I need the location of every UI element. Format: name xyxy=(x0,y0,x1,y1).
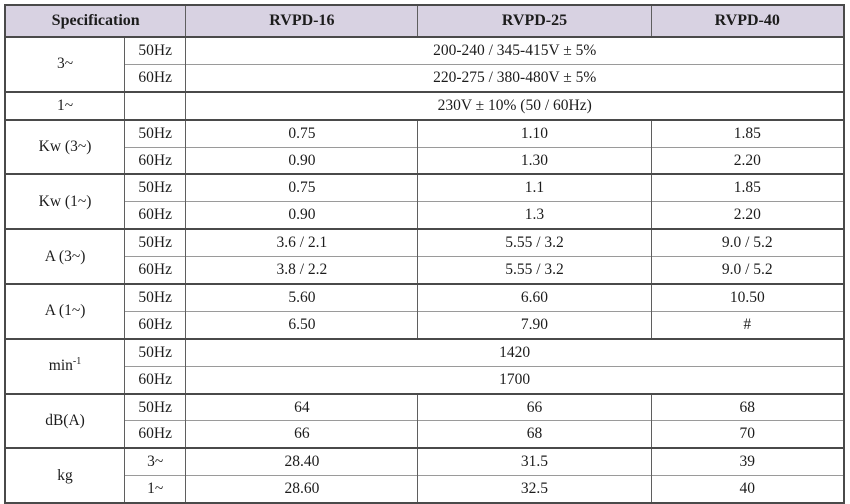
value-cell: 32.5 xyxy=(417,475,652,504)
value-cell: 5.55 / 3.2 xyxy=(417,228,652,257)
freq-cell: 50Hz xyxy=(124,173,186,202)
voltage-3ph-60hz: 220-275 / 380-480V ± 5% xyxy=(185,63,844,92)
header-row: Specification RVPD-16 RVPD-25 RVPD-40 xyxy=(5,5,844,38)
value-cell: 68 xyxy=(650,392,844,421)
spec-table: Specification RVPD-16 RVPD-25 RVPD-40 3~… xyxy=(4,4,845,504)
row-kg-3ph: kg 3~ 28.40 31.5 39 xyxy=(5,447,844,504)
value-cell: 0.90 xyxy=(185,146,418,175)
value-cell: 10.50 xyxy=(650,283,844,312)
value-cell: 6.60 xyxy=(417,283,652,312)
freq-cell: 50Hz xyxy=(124,228,186,257)
phase-cell: 1~ xyxy=(124,475,186,504)
value-cell: 9.0 / 5.2 xyxy=(650,256,844,285)
value-cell: 3.6 / 2.1 xyxy=(185,228,418,257)
freq-cell: 60Hz xyxy=(124,365,186,394)
freq-cell: 50Hz xyxy=(124,392,186,421)
value-cell: 0.75 xyxy=(185,118,418,148)
row-label-1ph: 1~ xyxy=(5,90,125,120)
row-1ph: 1~ 230V ± 10% (50 / 60Hz) xyxy=(5,90,844,120)
row-label-kw1: Kw (1~) xyxy=(5,173,125,230)
value-cell: 5.60 xyxy=(185,283,418,312)
value-cell: 1.85 xyxy=(650,118,844,148)
voltage-1ph: 230V ± 10% (50 / 60Hz) xyxy=(185,90,844,120)
value-cell: 1.3 xyxy=(417,201,652,230)
value-cell: 2.20 xyxy=(650,146,844,175)
freq-cell-empty xyxy=(124,90,186,120)
header-rvpd25: RVPD-25 xyxy=(417,5,652,38)
value-cell: 66 xyxy=(417,392,652,421)
value-cell: 40 xyxy=(650,475,844,504)
value-cell: 28.60 xyxy=(185,475,418,504)
freq-cell: 50Hz xyxy=(124,118,186,148)
value-cell: 66 xyxy=(185,420,418,449)
row-dba-60hz: 60Hz 66 68 70 xyxy=(5,420,844,449)
row-kw3-50hz: Kw (3~) 50Hz 0.75 1.10 1.85 xyxy=(5,118,844,175)
value-cell: 0.75 xyxy=(185,173,418,202)
freq-cell: 60Hz xyxy=(124,201,186,230)
value-cell: 64 xyxy=(185,392,418,421)
freq-cell: 50Hz xyxy=(124,283,186,312)
freq-cell: 50Hz xyxy=(124,35,186,65)
header-specification: Specification xyxy=(5,5,186,38)
value-cell: 39 xyxy=(650,447,844,476)
header-rvpd40: RVPD-40 xyxy=(650,5,844,38)
value-cell: 70 xyxy=(650,420,844,449)
row-label-3ph: 3~ xyxy=(5,36,125,92)
value-cell: 6.50 xyxy=(185,310,418,339)
value-cell: 31.5 xyxy=(417,447,652,476)
header-rvpd16: RVPD-16 xyxy=(185,5,418,38)
row-kw1-60hz: 60Hz 0.90 1.3 2.20 xyxy=(5,201,844,230)
phase-cell: 3~ xyxy=(124,447,186,476)
speed-60hz-value: 1700 xyxy=(185,365,844,394)
row-kg-1ph: 1~ 28.60 32.5 40 xyxy=(5,475,844,504)
value-cell: # xyxy=(650,310,844,339)
row-kw3-60hz: 60Hz 0.90 1.30 2.20 xyxy=(5,146,844,175)
value-cell: 28.40 xyxy=(185,447,418,476)
value-cell: 1.85 xyxy=(650,173,844,202)
row-kw1-50hz: Kw (1~) 50Hz 0.75 1.1 1.85 xyxy=(5,173,844,230)
value-cell: 0.90 xyxy=(185,201,418,230)
row-3ph-60hz: 60Hz 220-275 / 380-480V ± 5% xyxy=(5,63,844,92)
value-cell: 1.30 xyxy=(417,146,652,175)
speed-50hz-value: 1420 xyxy=(185,337,844,367)
value-cell: 1.1 xyxy=(417,173,652,202)
row-label-kg: kg xyxy=(5,447,125,504)
row-label-kw3: Kw (3~) xyxy=(5,118,125,175)
freq-cell: 60Hz xyxy=(124,63,186,92)
freq-cell: 60Hz xyxy=(124,310,186,339)
row-dba-50hz: dB(A) 50Hz 64 66 68 xyxy=(5,392,844,449)
value-cell: 2.20 xyxy=(650,201,844,230)
row-speed-60hz: 60Hz 1700 xyxy=(5,365,844,394)
freq-cell: 60Hz xyxy=(124,256,186,285)
value-cell: 5.55 / 3.2 xyxy=(417,256,652,285)
value-cell: 1.10 xyxy=(417,118,652,148)
row-a1-60hz: 60Hz 6.50 7.90 # xyxy=(5,310,844,339)
row-speed-50hz: min-1 50Hz 1420 xyxy=(5,337,844,394)
freq-cell: 60Hz xyxy=(124,146,186,175)
value-cell: 3.8 / 2.2 xyxy=(185,256,418,285)
value-cell: 9.0 / 5.2 xyxy=(650,228,844,257)
row-a3-50hz: A (3~) 50Hz 3.6 / 2.1 5.55 / 3.2 9.0 / 5… xyxy=(5,228,844,285)
row-a3-60hz: 60Hz 3.8 / 2.2 5.55 / 3.2 9.0 / 5.2 xyxy=(5,256,844,285)
voltage-3ph-50hz: 200-240 / 345-415V ± 5% xyxy=(185,35,844,65)
row-label-speed: min-1 xyxy=(5,337,125,394)
value-cell: 7.90 xyxy=(417,310,652,339)
row-a1-50hz: A (1~) 50Hz 5.60 6.60 10.50 xyxy=(5,283,844,339)
value-cell: 68 xyxy=(417,420,652,449)
row-3ph-50hz: 3~ 50Hz 200-240 / 345-415V ± 5% xyxy=(5,35,844,92)
freq-cell: 50Hz xyxy=(124,337,186,367)
row-label-a1: A (1~) xyxy=(5,283,125,339)
row-label-a3: A (3~) xyxy=(5,228,125,285)
freq-cell: 60Hz xyxy=(124,420,186,449)
row-label-dba: dB(A) xyxy=(5,392,125,449)
